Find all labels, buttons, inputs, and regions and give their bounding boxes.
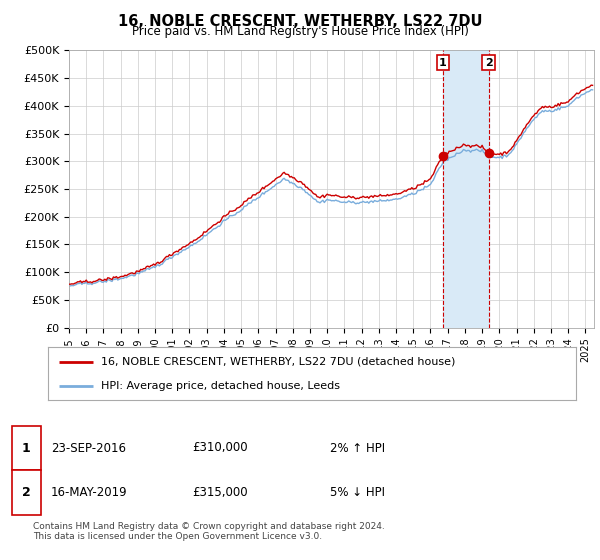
Text: 2: 2 (22, 486, 31, 500)
Text: 16-MAY-2019: 16-MAY-2019 (51, 486, 128, 500)
Text: HPI: Average price, detached house, Leeds: HPI: Average price, detached house, Leed… (101, 381, 340, 391)
Text: Contains HM Land Registry data © Crown copyright and database right 2024.
This d: Contains HM Land Registry data © Crown c… (33, 522, 385, 542)
Text: 16, NOBLE CRESCENT, WETHERBY, LS22 7DU: 16, NOBLE CRESCENT, WETHERBY, LS22 7DU (118, 14, 482, 29)
Text: 5% ↓ HPI: 5% ↓ HPI (330, 486, 385, 500)
Text: 23-SEP-2016: 23-SEP-2016 (51, 441, 126, 455)
Text: 1: 1 (22, 441, 31, 455)
Text: 16, NOBLE CRESCENT, WETHERBY, LS22 7DU (detached house): 16, NOBLE CRESCENT, WETHERBY, LS22 7DU (… (101, 357, 455, 367)
Text: £315,000: £315,000 (192, 486, 248, 500)
Text: 2% ↑ HPI: 2% ↑ HPI (330, 441, 385, 455)
Text: 1: 1 (439, 58, 447, 68)
Bar (443, 50, 488, 328)
Text: 2: 2 (485, 58, 493, 68)
Text: £310,000: £310,000 (192, 441, 248, 455)
Text: Price paid vs. HM Land Registry's House Price Index (HPI): Price paid vs. HM Land Registry's House … (131, 25, 469, 38)
